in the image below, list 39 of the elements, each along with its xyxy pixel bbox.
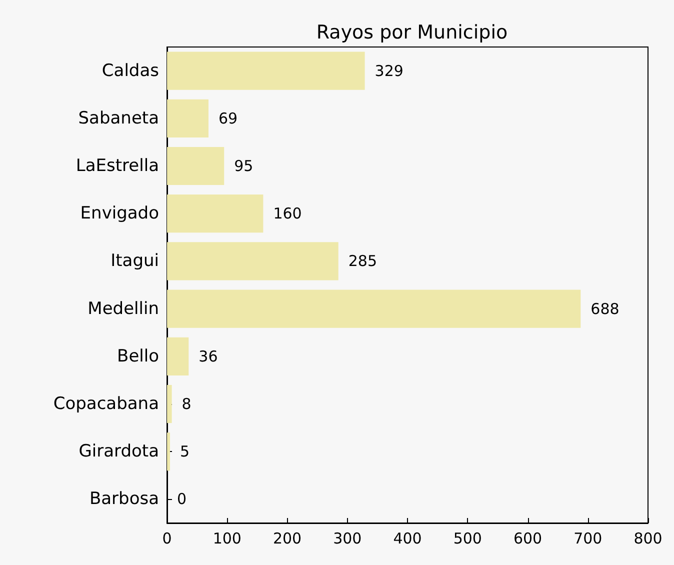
data-label: 8 [182,395,192,413]
data-label: 0 [177,490,187,508]
data-label: 95 [234,157,254,175]
x-tick-label: 800 [634,530,662,548]
bar [167,52,365,90]
x-tick-label: 200 [272,530,302,548]
data-label: 688 [590,300,620,318]
y-tick-label: Girardota [78,442,159,462]
y-tick-label: Sabaneta [78,108,159,128]
data-label: 36 [198,347,218,366]
bar [167,337,189,376]
bar [167,194,264,233]
x-tick-label: 500 [453,530,482,548]
y-tick-label: Copacabana [53,394,159,414]
y-tick-label: Itagui [110,251,159,272]
bar [167,242,338,280]
x-tick-label: 700 [574,530,602,548]
data-label: 160 [273,204,302,223]
bar [167,432,170,471]
y-tick-label: Medellin [88,298,159,319]
data-label: 329 [374,62,404,80]
x-tick-label: 100 [212,530,242,548]
x-tick-label: 0 [162,530,172,548]
x-tick-label: 400 [393,530,422,548]
bar [167,384,172,424]
y-tick-label: Envigado [80,204,159,224]
data-label: 285 [348,252,377,270]
data-label: 69 [218,109,238,128]
bar [167,146,224,186]
x-tick-label: 300 [333,530,362,548]
y-tick-label: Caldas [102,60,160,81]
x-tick-label: 600 [513,530,542,548]
data-label: 5 [180,442,190,461]
y-tick-label: Barbosa [89,489,159,510]
chart-title: Rayos por Municipio [316,22,508,44]
bar [167,99,208,138]
bar [167,290,581,328]
y-tick-label: Bello [117,346,159,366]
y-tick-label: LaEstrella [76,156,159,176]
